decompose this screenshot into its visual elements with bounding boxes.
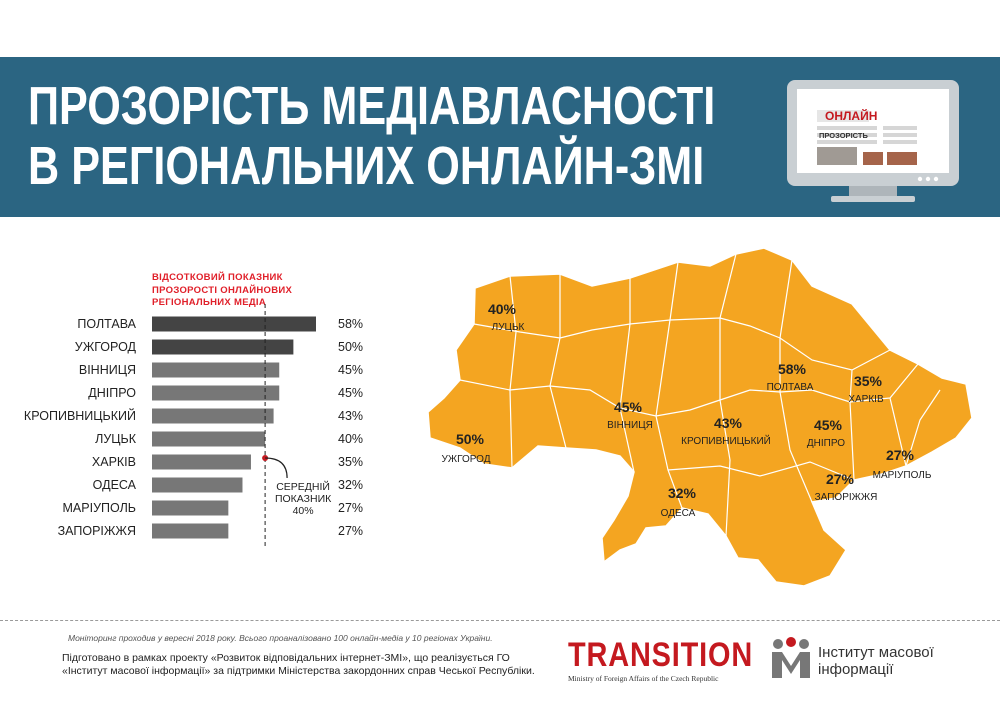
average-label: СЕРЕДНІЙ	[276, 480, 330, 493]
map-value-kharkiv: 35%	[854, 373, 883, 389]
map-city-uzhhorod: УЖГОРОД	[442, 454, 491, 465]
bar	[152, 500, 229, 516]
map-city-kharkiv: ХАРКІВ	[848, 394, 884, 405]
map-value-poltava: 58%	[778, 361, 807, 377]
bar-chart: ПОЛТАВА 58% УЖГОРОД 50% ВІННИЦЯ 45% ДНІПРО 45% К…	[24, 304, 363, 546]
average-label: ПОКАЗНИК	[275, 493, 332, 505]
map-labels: 40% ЛУЦЬК 50% УЖГОРОД 45% ВІННИЦЯ 43% КР…	[442, 301, 932, 519]
map-value-zaporizhzhia: 27%	[826, 471, 855, 487]
map-city-odesa: ОДЕСА	[661, 508, 696, 519]
chart-subtitle: ВІДСОТКОВИЙ ПОКАЗНИК ПРОЗОРОСТІ ОНЛАЙНОВ…	[152, 272, 292, 310]
map-value-mariupol: 27%	[886, 447, 915, 463]
region-borders	[459, 253, 941, 537]
ukraine-map: 40% ЛУЦЬК 50% УЖГОРОД 45% ВІННИЦЯ 43% КР…	[427, 247, 973, 587]
average-label: 40%	[293, 505, 314, 517]
bar-category-label: ЗАПОРІЖЖЯ	[58, 524, 136, 538]
map-city-zaporizhzhia: ЗАПОРІЖЖЯ	[815, 492, 878, 503]
ukraine-outline	[427, 247, 973, 587]
map-city-lutsk: ЛУЦЬК	[492, 322, 525, 333]
footer-text: Підготовано в рамках проекту «Розвиток в…	[62, 652, 535, 677]
title-line-1: ПРОЗОРІСТЬ МЕДІАВЛАСНОСТІ	[28, 76, 716, 136]
map-city-mariupol: МАРІУПОЛЬ	[873, 470, 932, 481]
map-value-dnipro: 45%	[814, 417, 843, 433]
bar-category-label: МАРІУПОЛЬ	[63, 501, 136, 515]
transition-logo-word: TRANSITION	[568, 636, 754, 674]
bar-category-label: ОДЕСА	[93, 478, 137, 492]
title-line-2: В РЕГІОНАЛЬНИХ ОНЛАЙН-ЗМІ	[28, 136, 705, 196]
bar	[152, 362, 280, 378]
bar	[152, 477, 243, 493]
map-city-vinnytsia: ВІННИЦЯ	[607, 420, 653, 431]
footer-divider	[0, 620, 1000, 621]
map-value-kropyvnytskyi: 43%	[714, 415, 743, 431]
bar-category-label: ПОЛТАВА	[77, 317, 136, 331]
bar-value-label: 43%	[338, 409, 363, 423]
map-value-vinnytsia: 45%	[614, 399, 643, 415]
bar-category-label: ХАРКІВ	[92, 455, 136, 469]
bar-value-label: 45%	[338, 386, 363, 400]
bar-category-label: ДНІПРО	[88, 386, 136, 400]
monitor-tag-text: ОНЛАЙН	[825, 108, 877, 123]
bar-value-label: 27%	[338, 501, 363, 515]
bar-value-label: 35%	[338, 455, 363, 469]
transition-logo-sub: Ministry of Foreign Affairs of the Czech…	[568, 674, 719, 683]
average-arrow	[265, 457, 288, 479]
chart-subtitle-line-2: ПРОЗОРОСТІ ОНЛАЙНОВИХ	[152, 284, 293, 296]
imi-logo-icon	[772, 637, 810, 678]
bar-value-label: 40%	[338, 432, 363, 446]
monitor-label-text: ПРОЗОРІСТЬ	[819, 131, 868, 140]
bar-value-label: 32%	[338, 478, 363, 492]
bar-category-label: КРОПИВНИЦЬКИЙ	[24, 408, 136, 423]
map-value-uzhhorod: 50%	[456, 431, 485, 447]
map-value-lutsk: 40%	[488, 301, 517, 317]
bar	[152, 385, 280, 401]
monitor-icon: ОНЛАЙН ПРОЗОРІСТЬ	[787, 80, 959, 202]
page-title: ПРОЗОРІСТЬ МЕДІАВЛАСНОСТІ В РЕГІОНАЛЬНИХ…	[28, 76, 715, 196]
bar	[152, 431, 266, 447]
map-value-odesa: 32%	[668, 485, 697, 501]
bar-value-label: 27%	[338, 524, 363, 538]
imi-logo-text: Інститут масової інформації	[818, 644, 958, 678]
bar	[152, 339, 294, 355]
bar	[152, 316, 316, 332]
footer-note: Моніторинг проходив у вересні 2018 року.…	[68, 633, 493, 643]
bar-value-label: 50%	[338, 340, 363, 354]
bar	[152, 523, 229, 539]
bar-value-label: 58%	[338, 317, 363, 331]
bar	[152, 454, 251, 470]
map-city-kropyvnytskyi: КРОПИВНИЦЬКИЙ	[681, 434, 771, 447]
bar-category-label: ВІННИЦЯ	[79, 363, 136, 377]
chart-subtitle-line-3: РЕГІОНАЛЬНИХ МЕДІА	[152, 297, 267, 308]
map-city-poltava: ПОЛТАВА	[767, 382, 814, 393]
bar	[152, 408, 274, 424]
imi-logo-line-1: Інститут масової	[818, 644, 934, 661]
transition-logo: TRANSITION Ministry of Foreign Affairs o…	[568, 638, 786, 683]
map-city-dnipro: ДНІПРО	[807, 438, 845, 449]
imi-logo: Інститут масової інформації	[768, 636, 934, 687]
chart-subtitle-line-1: ВІДСОТКОВИЙ ПОКАЗНИК	[152, 272, 283, 283]
bar-category-label: ЛУЦЬК	[95, 432, 137, 446]
bar-value-label: 45%	[338, 363, 363, 377]
bar-category-label: УЖГОРОД	[75, 340, 137, 354]
imi-logo-line-2: інформації	[818, 661, 894, 678]
